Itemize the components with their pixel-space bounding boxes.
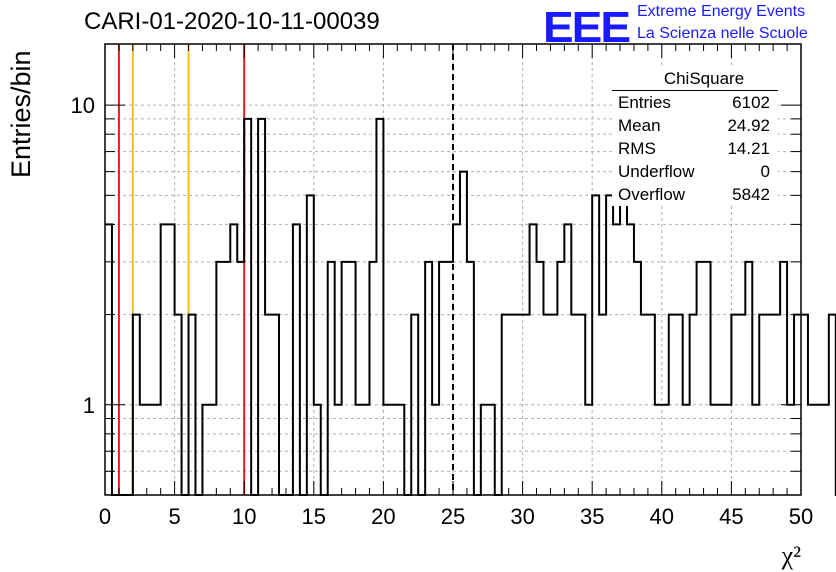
histogram-series	[105, 117, 836, 496]
stats-value: 5842	[732, 185, 770, 204]
x-tick-label: 10	[232, 504, 256, 529]
stats-row-overflow: Overflow 5842	[612, 183, 778, 206]
logo-subtitle-line1: Extreme Energy Events	[637, 3, 806, 20]
y-tick-label: 10	[71, 93, 95, 118]
stats-row-entries: Entries 6102	[612, 91, 778, 114]
x-tick-label: 15	[302, 504, 326, 529]
x-tick-label: 5	[168, 504, 180, 529]
stats-label: Underflow	[618, 162, 695, 181]
y-tick-label: 1	[83, 393, 95, 418]
x-tick-label: 25	[441, 504, 465, 529]
chart-title: CARI-01-2020-10-11-00039	[84, 8, 380, 35]
stats-label: RMS	[618, 139, 656, 158]
logo-subtitle-line2: La Scienza nelle Scuole	[637, 25, 808, 42]
x-tick-label: 40	[650, 504, 674, 529]
stats-value: 14.21	[727, 139, 770, 158]
stats-value: 24.92	[727, 116, 770, 135]
stats-label: Mean	[618, 116, 661, 135]
stats-label: Overflow	[618, 185, 686, 204]
stats-row-mean: Mean 24.92	[612, 114, 778, 137]
stats-value: 0	[760, 162, 770, 181]
x-tick-label: 45	[719, 504, 743, 529]
stats-row-underflow: Underflow 0	[612, 160, 778, 183]
eee-logo: EEE	[543, 2, 631, 52]
stats-label: Entries	[618, 93, 671, 112]
x-tick-label: 0	[99, 504, 111, 529]
x-tick-label: 50	[789, 504, 813, 529]
x-tick-label: 30	[510, 504, 534, 529]
stats-value: 6102	[732, 93, 770, 112]
stats-box: ChiSquare Entries 6102 Mean 24.92 RMS 14…	[612, 68, 778, 206]
stats-row-rms: RMS 14.21	[612, 137, 778, 160]
y-axis-label: Entries/bin	[6, 50, 36, 178]
x-tick-label: 20	[371, 504, 395, 529]
x-tick-label: 35	[580, 504, 604, 529]
x-axis-label: χ²	[781, 541, 802, 570]
stats-title: ChiSquare	[612, 68, 778, 91]
